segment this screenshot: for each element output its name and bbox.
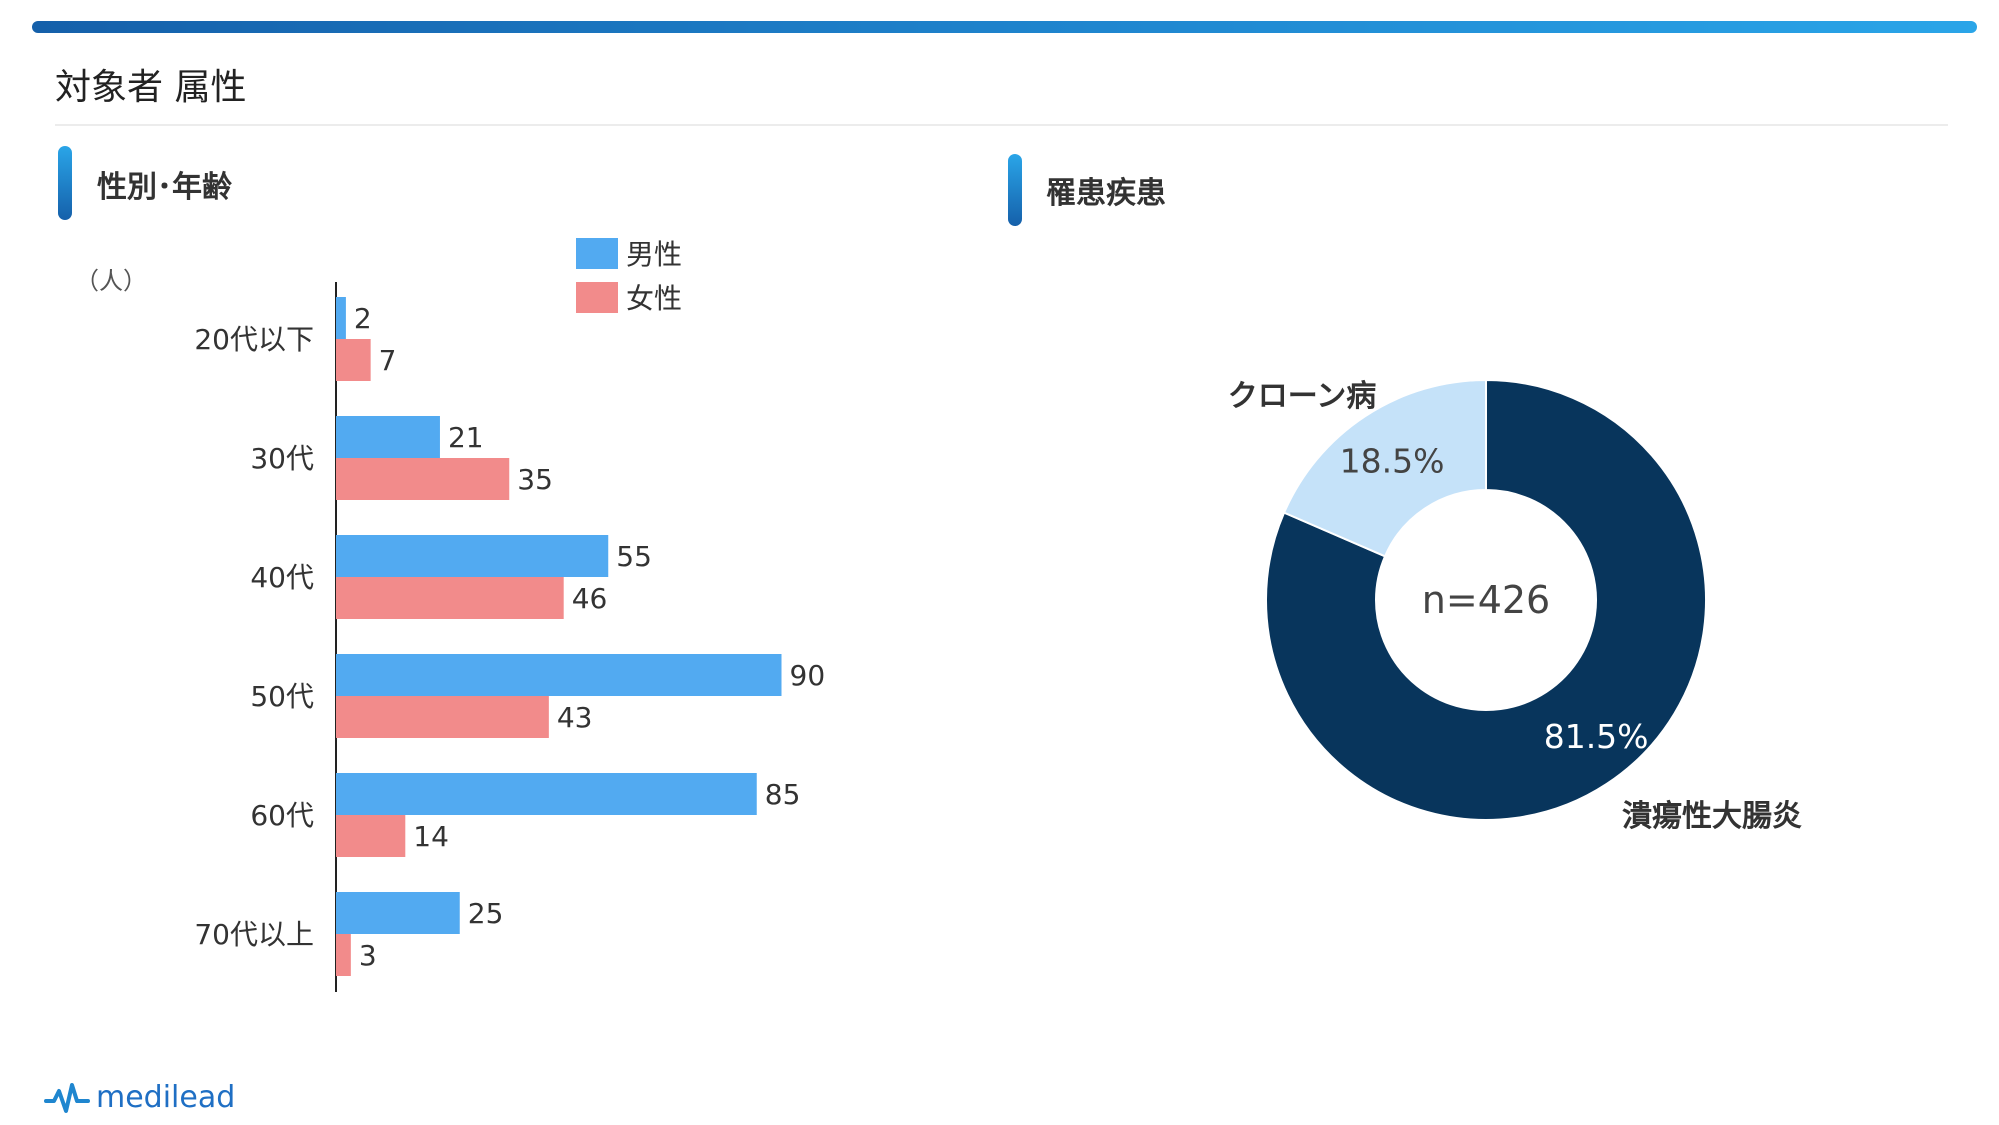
data-label-male: 90 (790, 659, 826, 692)
data-label-male: 85 (765, 778, 801, 811)
title-divider (55, 124, 1948, 126)
bar-male (336, 892, 460, 934)
category-label: 50代 (250, 680, 314, 713)
category-label-ulcerative-colitis: 潰瘍性大腸炎 (1622, 799, 1802, 834)
donut-center-label: n=426 (1422, 578, 1550, 622)
logo-text: medilead (96, 1079, 236, 1115)
section-title-gender-age: 性別･年齢 (97, 170, 232, 205)
top-accent-bar (32, 21, 1977, 33)
disease-donut-chart: 81.5% 潰瘍性大腸炎 18.5% クローン病 n=426 (1228, 378, 1802, 834)
data-label-female: 14 (413, 820, 449, 853)
bar-female (336, 934, 351, 976)
legend-swatch-male (576, 238, 618, 269)
data-label-male: 2 (354, 302, 372, 335)
bar-female (336, 577, 564, 619)
data-label-female: 35 (517, 463, 553, 496)
data-label-male: 25 (468, 897, 504, 930)
legend-swatch-female (576, 282, 618, 313)
category-label: 30代 (250, 442, 314, 475)
bar-female (336, 339, 371, 381)
category-label: 60代 (250, 799, 314, 832)
slice-ulcerative-colitis (1265, 378, 1707, 821)
unit-label: （人） (75, 267, 147, 295)
bar-male (336, 535, 609, 577)
data-label-male: 21 (448, 421, 484, 454)
section-marker-left (58, 146, 72, 220)
bar-female (336, 815, 406, 857)
slice-crohns (1282, 378, 1487, 558)
data-label-female: 3 (359, 939, 377, 972)
category-label: 20代以下 (194, 323, 314, 356)
medilead-logo: medilead (44, 1077, 235, 1117)
category-label-crohns: クローン病 (1228, 379, 1377, 414)
data-label-female: 43 (557, 701, 593, 734)
pulse-logo-icon (44, 1083, 90, 1113)
bar-male (336, 416, 440, 458)
bar-male (336, 773, 757, 815)
bar-female (336, 458, 510, 500)
category-label: 40代 (250, 561, 314, 594)
percent-label-crohns: 18.5% (1340, 442, 1445, 481)
section-title-disease: 罹患疾患 (1046, 176, 1166, 211)
data-label-female: 46 (572, 582, 608, 615)
percent-label-ulcerative-colitis: 81.5% (1544, 717, 1649, 756)
bar-male (336, 654, 782, 696)
bar-male (336, 297, 346, 339)
data-label-male: 55 (616, 540, 652, 573)
legend-label-female: 女性 (626, 282, 682, 315)
section-marker-right (1008, 154, 1022, 226)
page-title: 対象者 属性 (55, 67, 247, 108)
data-label-female: 7 (379, 344, 397, 377)
category-label: 70代以上 (194, 918, 314, 951)
bar-female (336, 696, 549, 738)
legend-label-male: 男性 (626, 238, 682, 271)
